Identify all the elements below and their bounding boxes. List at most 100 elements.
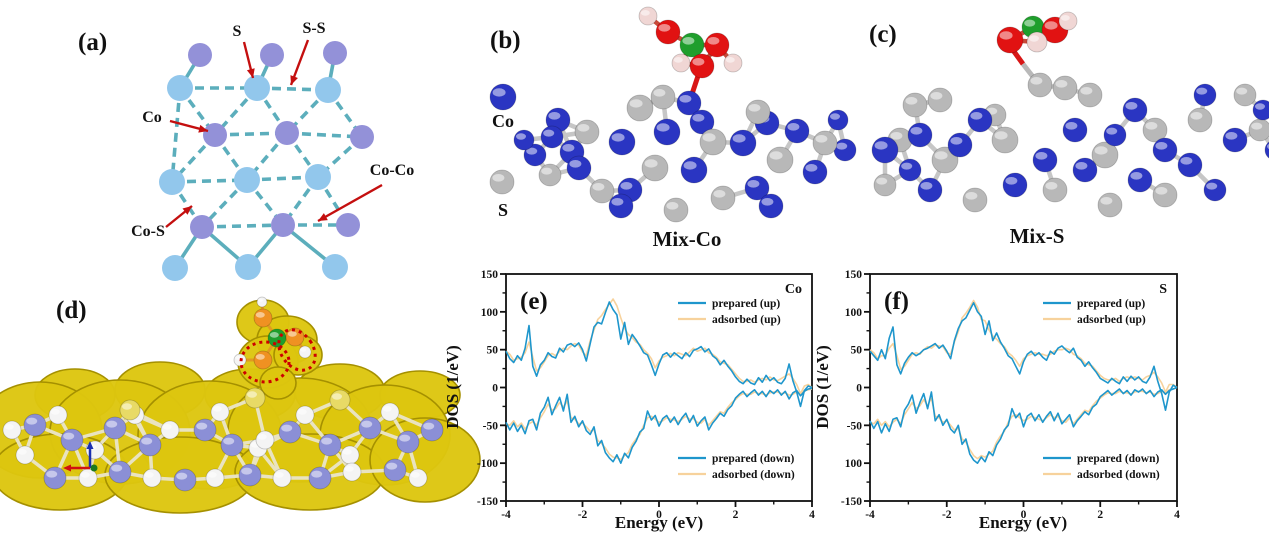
atom (340, 445, 360, 465)
y-tick-label: -50 (847, 420, 863, 432)
lattice: S S-S Co Co-Co Co-S (131, 20, 414, 281)
atom (723, 53, 743, 73)
atom-highlight (611, 197, 624, 206)
panel-c-label: (c) (869, 21, 897, 48)
dos-curve-preparedup (869, 301, 1178, 411)
atom-highlight (1206, 182, 1218, 190)
atom (641, 154, 669, 182)
atom-highlight (815, 134, 828, 143)
atom-highlight (287, 330, 297, 337)
atom-highlight (1180, 156, 1193, 165)
atom-highlight (122, 403, 132, 410)
legend-label: adsorbed (down) (1077, 469, 1160, 481)
atom (15, 445, 35, 465)
lattice-nodes (159, 41, 374, 281)
legend-label: prepared (up) (1077, 298, 1145, 310)
atom (138, 433, 162, 457)
atom (298, 345, 312, 359)
atom-highlight (725, 56, 735, 63)
atom-highlight (1080, 86, 1093, 95)
x-tick-label: 4 (1174, 509, 1180, 521)
atom (489, 83, 517, 111)
y-tick-label: 100 (845, 307, 863, 319)
atom-highlight (1029, 35, 1039, 42)
atom (272, 468, 292, 488)
atom-highlight (1155, 186, 1168, 195)
atom-highlight (332, 393, 342, 400)
atom-highlight (994, 131, 1008, 140)
atom-highlight (1100, 196, 1113, 205)
plot-frame (505, 273, 813, 502)
atom (142, 468, 162, 488)
atom (962, 187, 988, 213)
atom (1026, 31, 1048, 53)
atom (396, 430, 420, 454)
atom (103, 416, 127, 440)
y-tick-label: 150 (481, 269, 499, 281)
atom (408, 468, 428, 488)
atom-highlight (683, 161, 697, 170)
legend-label: prepared (down) (1077, 453, 1159, 465)
atom-highlight (934, 151, 948, 160)
atom (827, 109, 849, 131)
lattice-node-co (275, 121, 299, 145)
atom (902, 92, 928, 118)
atom (947, 132, 973, 158)
panel-f-label: (f) (884, 288, 909, 315)
y-tick-label: -150 (841, 496, 862, 508)
dos-curve-preparedup (505, 301, 813, 408)
panel-a-lattice-diagram: (a) S S-S Co Co-Co Co-S (78, 20, 414, 281)
atom (1122, 97, 1148, 123)
atom-highlight (1145, 121, 1158, 130)
atom (210, 402, 230, 422)
dos-curve-prepareddown (505, 387, 813, 464)
atom-highlight (63, 432, 75, 440)
atom-highlight (656, 123, 670, 132)
atom (318, 433, 342, 457)
atom-highlight (620, 181, 633, 190)
atom (745, 99, 771, 125)
atom (23, 413, 47, 437)
atom (871, 136, 899, 164)
atom-highlight (1055, 79, 1068, 88)
plot-frame (869, 273, 1178, 502)
atom-highlight (1130, 171, 1143, 180)
atom-highlight (682, 36, 695, 45)
atom (108, 460, 132, 484)
atom-highlight (702, 133, 716, 142)
atom-highlight (1065, 121, 1078, 130)
atom-highlight (50, 408, 60, 415)
atom-highlight (342, 448, 352, 455)
atom (873, 173, 897, 197)
atom-highlight (787, 122, 800, 131)
lattice-annotation-label: Co-Co (370, 162, 414, 179)
atom-highlight (1035, 151, 1048, 160)
lattice-annotation-label: S (233, 23, 242, 40)
atom (758, 193, 784, 219)
y-tick-label: -150 (477, 496, 498, 508)
atom (1177, 152, 1203, 178)
atom (1042, 177, 1068, 203)
lattice-node-s (162, 255, 188, 281)
chart-e-xlabel: Energy (eV) (615, 513, 703, 532)
lattice-node-s (235, 254, 261, 280)
atom (1058, 11, 1078, 31)
chart-f-ylabel: DOS (1/eV) (813, 345, 832, 429)
legend-label: adsorbed (down) (712, 469, 795, 481)
chart-f-xlabel: Energy (eV) (979, 513, 1067, 532)
atom-highlight (658, 23, 671, 32)
atom (991, 126, 1019, 154)
atom (489, 169, 515, 195)
atom (1002, 172, 1028, 198)
atom-highlight (748, 103, 761, 112)
atom-highlight (999, 31, 1013, 40)
atom (638, 6, 658, 26)
atom-highlight (910, 126, 923, 135)
atom (1027, 72, 1053, 98)
atom (1072, 157, 1098, 183)
legend-label: adsorbed (up) (1077, 314, 1146, 326)
atom (1252, 99, 1269, 121)
y-tick-label: 150 (845, 269, 863, 281)
atom-highlight (747, 179, 760, 188)
atom-highlight (410, 471, 420, 478)
